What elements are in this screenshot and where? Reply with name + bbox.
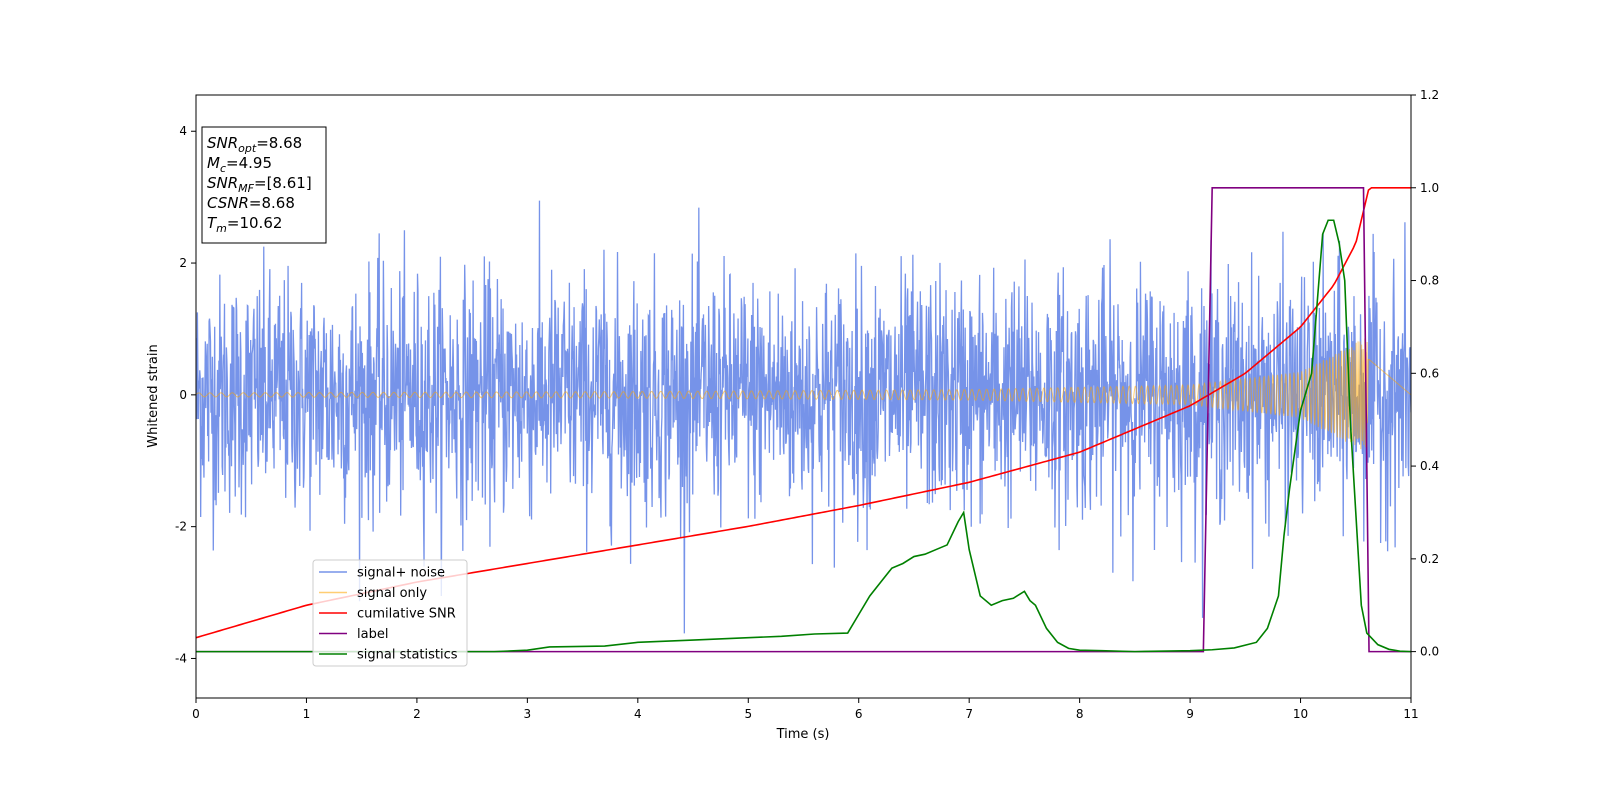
y-tick-label: 0: [179, 388, 187, 402]
legend-entry: signal statistics: [357, 648, 458, 663]
info-box-value: =8.68: [249, 194, 295, 212]
info-box-symbol: SNR: [207, 134, 238, 152]
legend-entry: signal+ noise: [357, 566, 445, 581]
y2-tick-label: 1.2: [1420, 88, 1439, 102]
info-box-symbol: SNR: [207, 174, 238, 192]
x-tick-label: 6: [855, 707, 863, 721]
y-tick-label: 4: [179, 124, 187, 138]
y-tick-label: 2: [179, 256, 187, 270]
info-box: SNRopt=8.68Mc=4.95SNRMF=[8.61]CSNR=8.68T…: [201, 126, 327, 244]
x-tick-label: 11: [1403, 707, 1418, 721]
x-tick-label: 9: [1186, 707, 1194, 721]
x-tick-label: 4: [634, 707, 642, 721]
legend-entry: cumilative SNR: [357, 607, 456, 622]
x-tick-label: 7: [965, 707, 973, 721]
y2-tick-label: 0.4: [1420, 459, 1439, 473]
legend: signal+ noise signal only cumilative SNR la…: [312, 559, 468, 667]
series-signal-statistics-line: [196, 219, 1411, 653]
y2-tick-label: 0.2: [1420, 552, 1439, 566]
info-box-subscript: c: [220, 162, 226, 175]
y-tick-label: -2: [175, 520, 187, 534]
x-tick-label: 0: [192, 707, 200, 721]
series-signal-only-line: [196, 338, 1411, 450]
legend-entry: label: [357, 627, 388, 642]
info-box-line: CSNR=8.68: [207, 194, 295, 212]
info-box-symbol: CSNR: [207, 194, 249, 212]
series-label-line: [196, 186, 1411, 653]
x-tick-label: 8: [1076, 707, 1084, 721]
y2-tick-label: 0.0: [1420, 645, 1439, 659]
y2-tick-label: 0.6: [1420, 366, 1439, 380]
legend-frame: [312, 559, 468, 667]
x-tick-label: 1: [303, 707, 311, 721]
y-axis-label: Whitened strain: [146, 344, 161, 447]
x-tick-label: 10: [1293, 707, 1308, 721]
y-axis-left: -4 -2 0 2 4: [175, 124, 196, 665]
info-box-line: SNRMF=[8.61]: [207, 174, 312, 195]
x-tick-label: 5: [744, 707, 752, 721]
x-axis: 0 1 2 3 4 5 6 7 8 9 10 11: [192, 698, 1419, 721]
info-box-frame: [201, 126, 327, 244]
x-tick-label: 3: [524, 707, 532, 721]
plot-frame: [195, 94, 1412, 699]
info-box-value: =8.68: [256, 134, 302, 152]
x-axis-label: Time (s): [776, 727, 830, 742]
info-box-subscript: m: [216, 222, 227, 235]
y-tick-label: -4: [175, 651, 187, 665]
y-axis-right: 0.0 0.2 0.4 0.6 0.8 1.0 1.2: [1411, 88, 1439, 659]
info-box-line: Mc=4.95: [207, 154, 272, 175]
y2-tick-label: 0.8: [1420, 274, 1439, 288]
info-box-value: =[8.61]: [254, 174, 312, 192]
info-box-line: Tm=10.62: [207, 214, 282, 235]
info-box-subscript: MF: [238, 182, 254, 195]
info-box-value: =4.95: [226, 154, 272, 172]
y2-tick-label: 1.0: [1420, 181, 1439, 195]
legend-entry: signal only: [357, 586, 427, 601]
info-box-symbol: T: [207, 214, 218, 232]
x-tick-label: 2: [413, 707, 421, 721]
info-box-symbol: M: [207, 154, 220, 172]
info-box-line: SNRopt=8.68: [207, 134, 302, 155]
info-box-value: =10.62: [227, 214, 283, 232]
info-box-subscript: opt: [238, 142, 257, 155]
